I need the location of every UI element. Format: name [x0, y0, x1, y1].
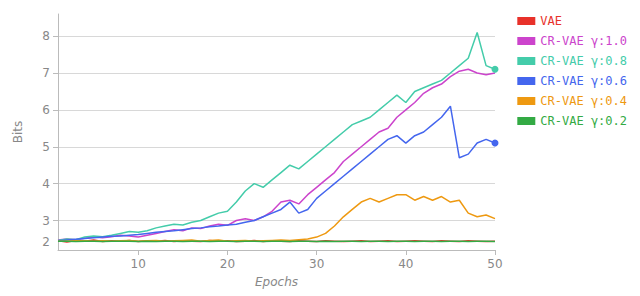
svg-text:2: 2 — [42, 235, 50, 249]
svg-text:VAE: VAE — [540, 14, 562, 28]
svg-text:3: 3 — [42, 214, 50, 228]
svg-text:50: 50 — [487, 257, 502, 271]
svg-text:6: 6 — [42, 103, 50, 117]
svg-text:7: 7 — [42, 66, 50, 80]
svg-text:8: 8 — [42, 29, 50, 43]
svg-text:CR-VAE γ:0.6: CR-VAE γ:0.6 — [540, 74, 627, 88]
svg-text:Bits: Bits — [11, 121, 25, 144]
svg-text:30: 30 — [309, 257, 324, 271]
svg-text:20: 20 — [220, 257, 235, 271]
svg-text:CR-VAE γ:0.4: CR-VAE γ:0.4 — [540, 94, 627, 108]
svg-text:40: 40 — [398, 257, 413, 271]
svg-text:Epochs: Epochs — [255, 275, 298, 289]
svg-text:CR-VAE γ:1.0: CR-VAE γ:1.0 — [540, 34, 627, 48]
svg-text:CR-VAE γ:0.2: CR-VAE γ:0.2 — [540, 114, 627, 128]
svg-text:10: 10 — [131, 257, 146, 271]
svg-text:CR-VAE γ:0.8: CR-VAE γ:0.8 — [540, 54, 627, 68]
svg-text:4: 4 — [42, 177, 50, 191]
svg-text:5: 5 — [42, 140, 50, 154]
